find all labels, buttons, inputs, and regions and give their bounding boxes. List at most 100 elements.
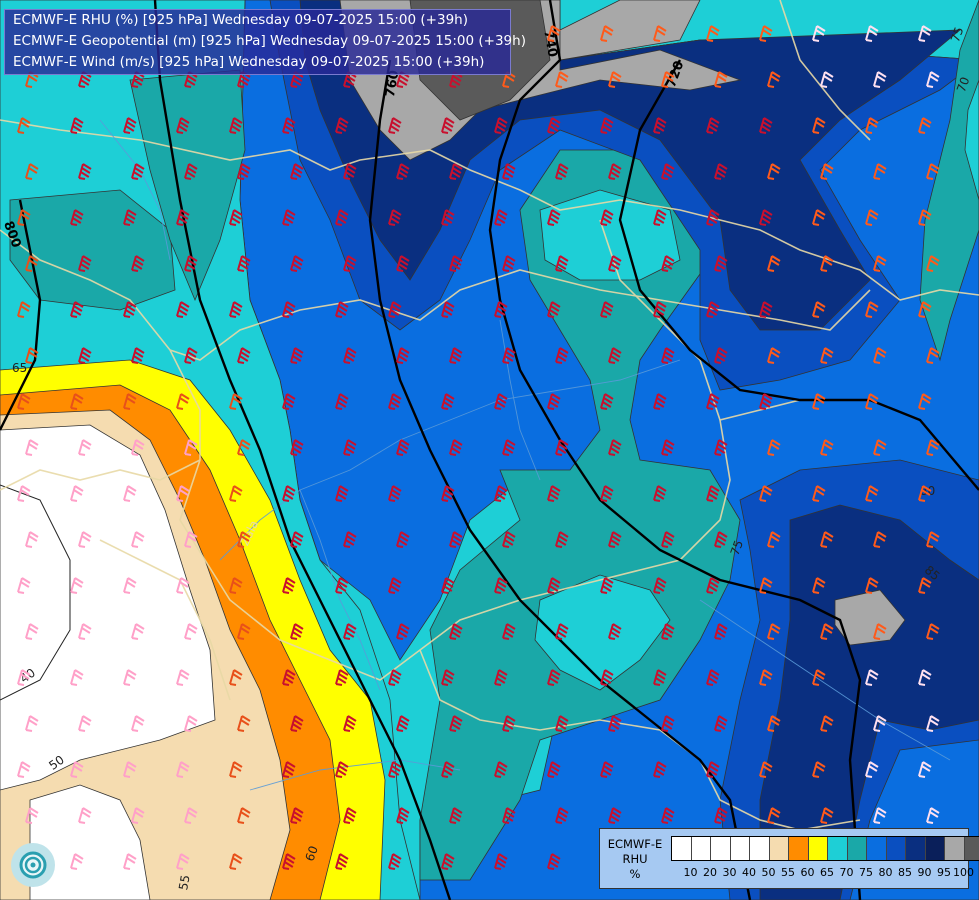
legend-swatches — [671, 836, 979, 861]
wind-barb — [396, 715, 410, 732]
legend-swatch — [828, 837, 848, 860]
wind-barb — [123, 577, 137, 594]
wind-barb — [502, 531, 516, 548]
wind-barb — [714, 255, 728, 272]
wind-barb — [17, 117, 31, 134]
wind-barb — [78, 439, 92, 456]
wind-barb — [820, 807, 834, 824]
wind-barb — [335, 117, 349, 134]
wind-barb — [555, 347, 569, 364]
wind-barb — [502, 71, 516, 88]
wind-barb — [926, 439, 940, 456]
wind-barb — [78, 807, 92, 824]
wind-barb — [918, 25, 932, 42]
legend-swatch — [906, 837, 926, 860]
wind-barb — [873, 715, 887, 732]
wind-barb — [229, 301, 243, 318]
legend-swatch — [750, 837, 770, 860]
wind-barb — [237, 807, 251, 824]
wind-barb — [661, 623, 675, 640]
wind-barb — [25, 623, 39, 640]
wind-barb — [706, 25, 720, 42]
wind-barbs — [17, 25, 940, 870]
wind-barb — [343, 807, 357, 824]
wind-barb — [820, 163, 834, 180]
wind-barb — [388, 577, 402, 594]
wind-barb — [388, 669, 402, 686]
wind-barb — [926, 255, 940, 272]
rhu-area-70-south — [534, 574, 671, 691]
wind-barb — [282, 393, 296, 410]
wind-barb — [388, 761, 402, 778]
legend-tick-label: 65 — [820, 866, 834, 879]
wind-barb — [918, 761, 932, 778]
wind-barb — [237, 255, 251, 272]
wind-barb — [335, 853, 349, 870]
wind-barb — [714, 807, 728, 824]
legend-swatch — [945, 837, 965, 860]
wind-barb — [661, 347, 675, 364]
wind-barb — [865, 485, 879, 502]
wind-barb — [388, 209, 402, 226]
legend-swatch — [672, 837, 692, 860]
wind-barb — [494, 761, 508, 778]
wind-barb — [759, 669, 773, 686]
label-740: 740 — [540, 29, 559, 58]
wind-barb — [600, 117, 614, 134]
wind-barb — [873, 71, 887, 88]
wind-barb — [290, 807, 304, 824]
wind-barb — [918, 577, 932, 594]
wind-barb — [926, 623, 940, 640]
legend-swatch — [886, 837, 906, 860]
wind-barb — [555, 439, 569, 456]
wind-barb — [78, 715, 92, 732]
legend-title-variable: RHU — [622, 852, 648, 866]
wind-barb — [608, 623, 622, 640]
wind-barb — [388, 485, 402, 502]
wind-barb — [70, 209, 84, 226]
wind-barb — [555, 255, 569, 272]
wind-barb — [608, 163, 622, 180]
wind-barb — [237, 715, 251, 732]
wind-barb — [176, 577, 190, 594]
wind-barb — [759, 393, 773, 410]
wind-barb — [25, 531, 39, 548]
wind-barb — [608, 439, 622, 456]
legend-swatch — [847, 837, 867, 860]
wind-barb — [926, 163, 940, 180]
wind-barb — [70, 669, 84, 686]
rhu-area-70-north — [539, 189, 681, 281]
wind-barb — [131, 439, 145, 456]
wind-barb — [494, 577, 508, 594]
wind-barb — [17, 301, 31, 318]
svg-text:75: 75 — [948, 25, 966, 44]
wind-barb — [282, 761, 296, 778]
svg-text:75: 75 — [728, 538, 746, 557]
wind-barb — [555, 715, 569, 732]
legend-tick-label: 60 — [800, 866, 815, 879]
wind-barb — [653, 209, 667, 226]
wind-barb — [494, 117, 508, 134]
wind-barb — [865, 761, 879, 778]
wind-barb — [661, 531, 675, 548]
wind-barb — [502, 439, 516, 456]
wind-barb — [873, 347, 887, 364]
wind-barb — [653, 669, 667, 686]
wind-barb — [926, 807, 940, 824]
wind-barb — [131, 255, 145, 272]
wind-barb — [661, 439, 675, 456]
legend-swatch — [769, 837, 789, 860]
ecmwf-logo-icon — [11, 843, 55, 887]
wind-barb — [767, 71, 781, 88]
wind-barb — [494, 669, 508, 686]
wind-barb — [282, 485, 296, 502]
wind-barb — [17, 393, 31, 410]
svg-text:70: 70 — [954, 75, 972, 94]
wind-barb — [812, 117, 826, 134]
wind-barb — [706, 393, 720, 410]
wind-barb — [812, 209, 826, 226]
wind-barb — [229, 209, 243, 226]
wind-barb — [653, 761, 667, 778]
